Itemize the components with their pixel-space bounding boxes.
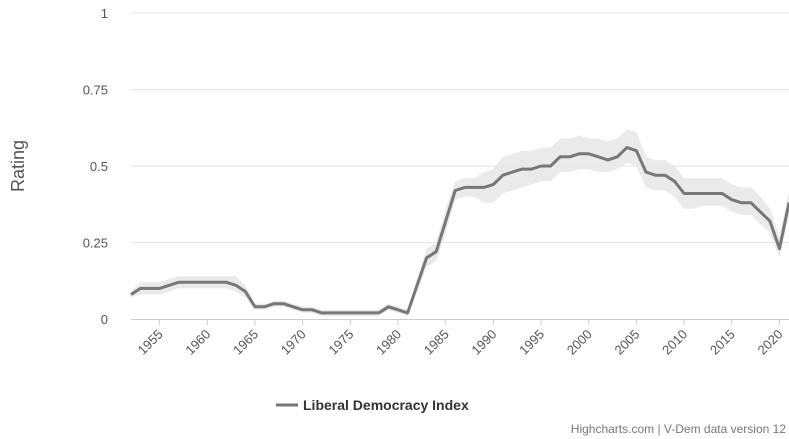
series-line-group (130, 146, 789, 315)
x-tick-label: 1960 (182, 327, 213, 358)
x-tick-label: 1990 (468, 327, 499, 358)
x-tick-label: 1965 (230, 327, 261, 358)
y-tick-label: 0.75 (83, 83, 108, 98)
y-tick-label: 0.5 (90, 159, 108, 174)
x-tick-label: 2015 (707, 327, 738, 358)
x-tick-label: 2000 (564, 327, 595, 358)
grid-lines (131, 12, 789, 243)
y-tick-label: 0 (101, 312, 108, 327)
x-tick-label: 2005 (611, 327, 642, 358)
x-tick-label: 1995 (516, 327, 547, 358)
x-tick-label: 1985 (421, 327, 452, 358)
confidence-band (131, 129, 789, 316)
x-tick-label: 1955 (135, 327, 166, 358)
x-tick-label: 1980 (373, 327, 404, 358)
y-tick-label: 1 (101, 6, 108, 21)
x-axis-ticks: 1955 1960 1965 1970 1975 1980 1985 1990 1995 2000… (135, 319, 786, 358)
confidence-band-area (131, 129, 789, 316)
y-axis-ticks: 0 0.25 0.5 0.75 1 (83, 6, 108, 327)
x-tick-label: 1970 (278, 327, 309, 358)
legend-label[interactable]: Liberal Democracy Index (303, 397, 469, 413)
y-axis-title: Rating (8, 140, 28, 192)
x-tick-label: 2020 (755, 327, 786, 358)
legend[interactable]: Liberal Democracy Index (276, 397, 469, 413)
credits-text[interactable]: Highcharts.com | V-Dem data version 12 (571, 422, 787, 436)
x-tick-label: 1975 (325, 327, 356, 358)
series-line-liberal-democracy-index[interactable] (130, 146, 789, 315)
x-tick-label: 2010 (659, 327, 690, 358)
y-tick-label: 0.25 (83, 236, 108, 251)
